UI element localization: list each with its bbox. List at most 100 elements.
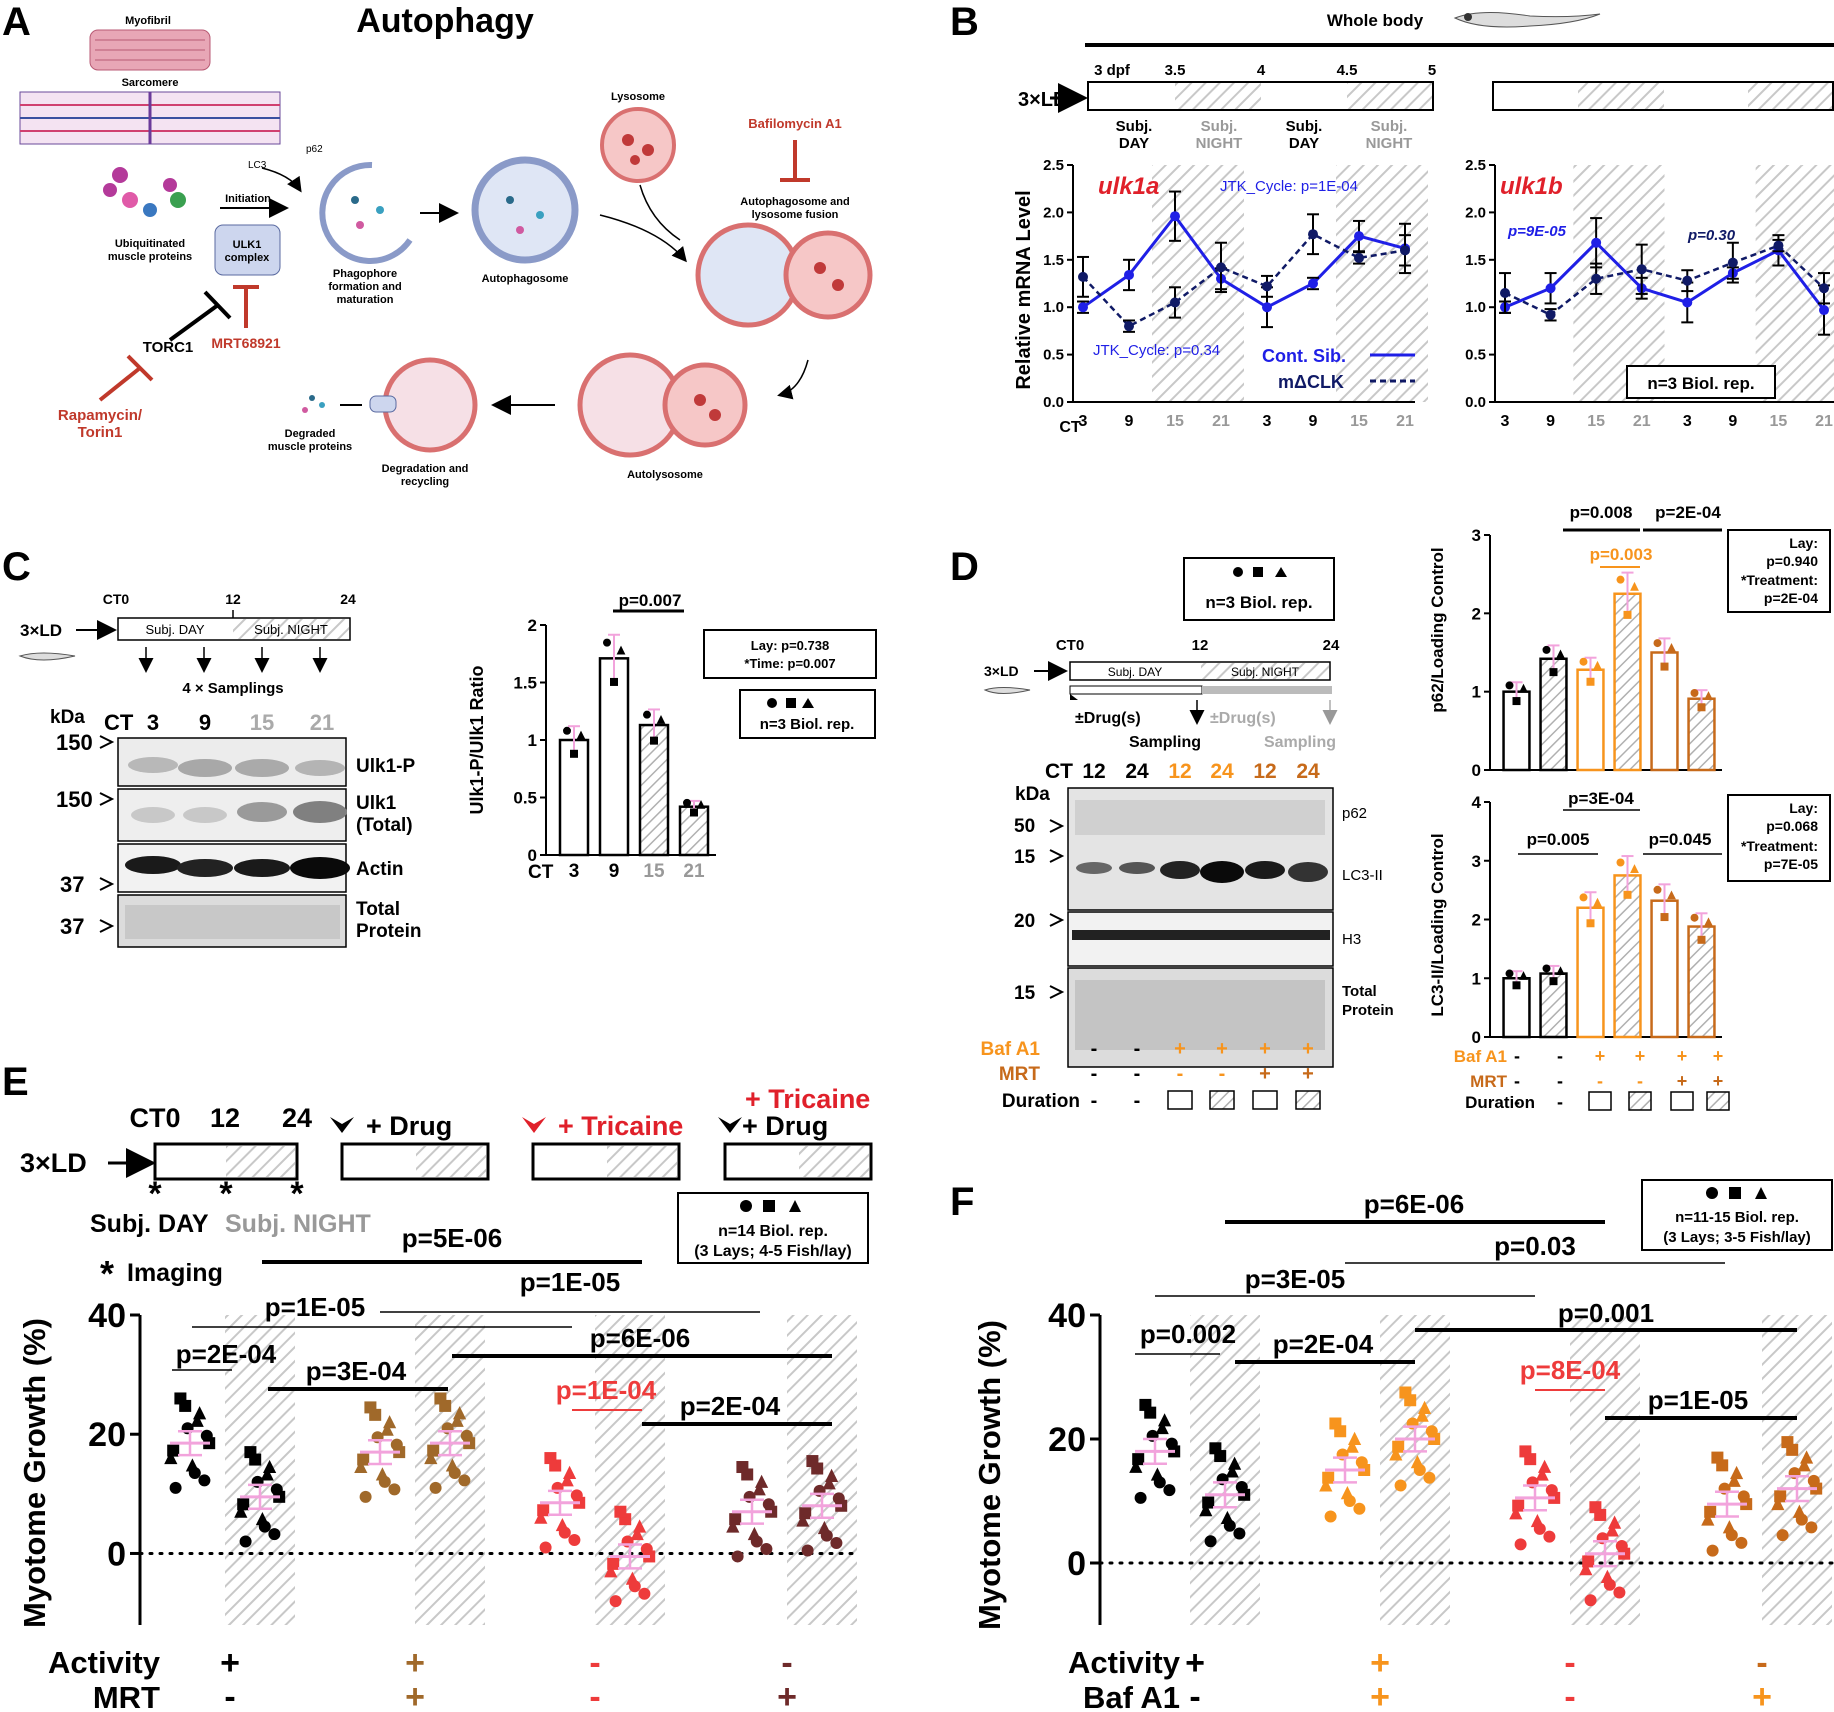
drug-sign: -	[224, 1678, 235, 1712]
b-day-tick: 4.5	[1337, 62, 1358, 79]
zebrafish-larva-icon	[1453, 11, 1601, 28]
c-day: Subj. DAY	[145, 622, 204, 637]
autolysosome-icon	[577, 352, 748, 458]
replicate-point	[424, 1450, 438, 1465]
d-lc3-stat: Lay:	[1789, 800, 1818, 816]
c-samplings: 4 × Samplings	[182, 680, 283, 697]
y-tick-label: 1.5	[1043, 252, 1064, 269]
night-shading	[1382, 165, 1428, 402]
replicate-point	[628, 1580, 641, 1593]
e-row-activity: Activity	[48, 1645, 161, 1680]
d-p62-stat: p=2E-04	[1764, 590, 1818, 606]
p-value: p=8E-04	[1520, 1355, 1621, 1385]
replicate-point	[1153, 1476, 1166, 1489]
replicate-point	[1512, 981, 1521, 990]
replicate-point	[801, 1544, 814, 1557]
data-point	[1636, 264, 1647, 275]
a-mrt68921: MRT68921	[211, 335, 280, 351]
panel-label-c: C	[2, 545, 31, 589]
replicate-point	[1155, 1420, 1169, 1435]
a-initiation: Initiation	[225, 193, 271, 205]
data-point	[1124, 269, 1134, 280]
y-tick-label: 40	[1048, 1297, 1086, 1335]
replicate-point	[1353, 1502, 1366, 1515]
replicate-point	[1605, 1523, 1619, 1537]
replicate-point	[539, 1541, 552, 1554]
replicate-point	[239, 1535, 252, 1548]
d-day: Subj. DAY	[1108, 665, 1162, 679]
x-tick-label: 9	[1728, 413, 1737, 430]
replicate-point	[188, 1466, 201, 1479]
d-condition-grid: - - - - - - + - + - + + + +	[1091, 1038, 1321, 1112]
y-tick-label: 3	[1472, 852, 1481, 871]
c-lane: 15	[250, 710, 274, 735]
data-point	[1124, 321, 1134, 332]
p62-chart: 0 1 2 3	[1472, 526, 1722, 780]
bar	[1613, 874, 1642, 1039]
replicate-point	[1586, 919, 1595, 928]
b-phase-day: Subj. DAY	[1116, 118, 1153, 152]
d-p62-p2: p=2E-04	[1655, 503, 1721, 522]
d-p62-stat: p=0.940	[1766, 553, 1818, 569]
series-line	[1504, 240, 1826, 311]
y-tick-label: 20	[1048, 1421, 1086, 1459]
replicate-point	[359, 1490, 372, 1503]
drug-sign: +	[1370, 1678, 1390, 1712]
replicate-point	[1800, 1450, 1814, 1464]
night-shading	[1755, 165, 1802, 402]
y-tick-label: 1	[1472, 683, 1481, 702]
x-tick-label: 3	[1079, 413, 1088, 430]
mrt-sign: -	[1514, 1071, 1520, 1091]
replicate-point	[1199, 1503, 1213, 1517]
data-point	[1819, 283, 1829, 294]
replicate-point	[1623, 610, 1632, 619]
drug-sign: +	[777, 1678, 797, 1712]
b-day-tick: 3.5	[1165, 62, 1186, 79]
b-jtk-a2: JTK_Cycle: p=0.34	[1093, 342, 1220, 359]
sarcomere-icon	[19, 91, 281, 145]
e-tricaine2: + Tricaine	[745, 1084, 870, 1114]
bar	[1613, 592, 1642, 772]
y-tick-label: 0	[1472, 761, 1481, 780]
replicate-point	[1509, 1506, 1523, 1520]
p-value: p=0.001	[1558, 1298, 1654, 1328]
panel-label-f: F	[950, 1180, 975, 1224]
c-band: Ulk1-P	[356, 756, 415, 777]
replicate-point	[1415, 1408, 1429, 1422]
replicate-point	[1204, 1535, 1217, 1548]
data-point	[1308, 229, 1318, 240]
p-value: p=0.03	[1494, 1231, 1576, 1261]
night-shading	[225, 1315, 295, 1625]
x-tick-label: 15	[1770, 413, 1788, 430]
b-nrep: n=3 Biol. rep.	[1647, 374, 1754, 393]
d-row-duration: Duration	[1002, 1091, 1080, 1112]
b-ylabel: Relative mRNA Level	[1013, 190, 1035, 389]
replicate-point	[1209, 1442, 1222, 1455]
replicate-point	[1706, 1544, 1719, 1557]
replicate-point	[1343, 1495, 1356, 1507]
e-imaging-star: *	[100, 1253, 114, 1294]
y-tick-label: 0.5	[513, 789, 537, 808]
replicate-point	[383, 1415, 397, 1429]
bar	[1687, 925, 1716, 1039]
replicate-point	[1505, 969, 1514, 978]
d-lc3-p1: p=3E-04	[1568, 789, 1634, 808]
d-p62-stat: Lay:	[1789, 535, 1818, 551]
replicate-point	[1345, 1439, 1359, 1453]
replicate-point	[1730, 1465, 1744, 1480]
y-tick-label: 0	[1472, 1028, 1481, 1047]
baf-sign: -	[1134, 1038, 1141, 1060]
d-lc3-ylabel: LC3-II/Loading Control	[1428, 833, 1447, 1016]
d-ct0: CT0	[1056, 637, 1084, 654]
c-lane: 9	[199, 710, 211, 735]
p-value: p=6E-06	[1364, 1189, 1464, 1219]
replicate-point	[1725, 1529, 1738, 1542]
mrt-sign: +	[1713, 1071, 1724, 1091]
b-gene-ulk1a: ulk1a	[1098, 173, 1159, 200]
d-ld: 3×LD	[984, 663, 1019, 679]
bar	[1539, 657, 1568, 772]
y-tick-label: 0.0	[1043, 394, 1064, 411]
replicate-point	[1233, 1527, 1246, 1540]
d-kda: kDa	[1015, 784, 1050, 805]
